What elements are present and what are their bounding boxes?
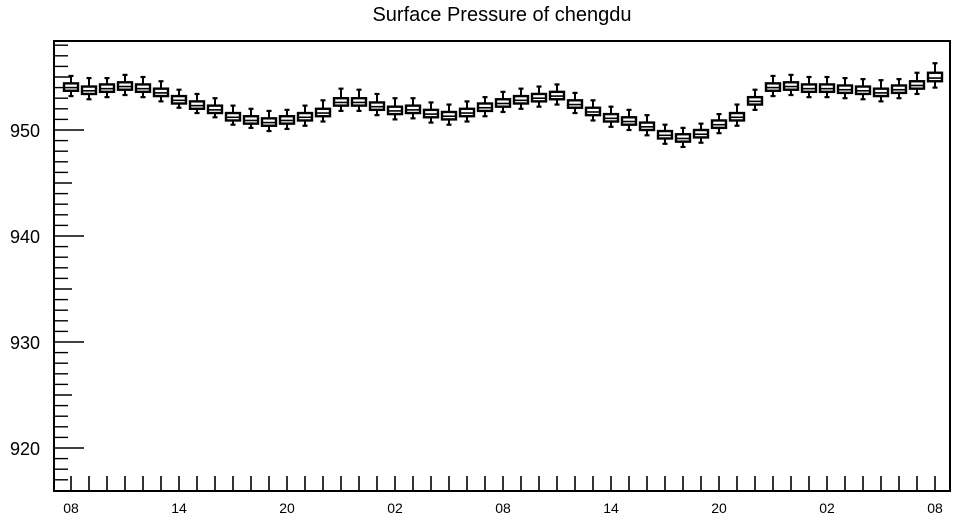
box-plot	[260, 109, 278, 133]
y-tick-label: 950	[10, 121, 40, 141]
box-plot	[314, 99, 332, 123]
box-plot	[494, 90, 512, 114]
x-axis: 08 14 20 02 08 14 20 02 08	[63, 476, 943, 516]
box-plot	[818, 75, 836, 99]
box-plot	[458, 100, 476, 123]
box-plot	[98, 76, 116, 99]
box-plot	[782, 73, 800, 97]
box-plot	[674, 126, 692, 149]
x-tick-label: 08	[927, 500, 943, 516]
box-series	[62, 62, 944, 149]
box-plot	[188, 92, 206, 115]
chart-title: Surface Pressure of chengdu	[372, 4, 632, 26]
box-plot	[278, 108, 296, 131]
y-axis: 920 930 940 950	[10, 44, 84, 481]
box-plot	[152, 80, 170, 103]
box-plot	[296, 104, 314, 127]
box-plot	[692, 122, 710, 144]
box-plot	[620, 108, 638, 132]
y-tick-label: 940	[10, 227, 40, 247]
box-plot	[728, 103, 746, 127]
box-plot	[134, 75, 152, 99]
box-plot	[80, 76, 98, 101]
box-plot	[584, 99, 602, 122]
box-plot	[404, 97, 422, 120]
box-plot	[224, 104, 242, 126]
box-plot	[548, 83, 566, 106]
y-tick-label: 920	[10, 439, 40, 459]
x-tick-label: 08	[495, 500, 511, 516]
box-plot	[854, 78, 872, 101]
box-plot	[62, 74, 80, 98]
box-plot	[116, 73, 134, 97]
box-plot	[710, 112, 728, 135]
box-plot	[602, 105, 620, 128]
plot-frame	[53, 40, 951, 492]
box-plot	[386, 97, 404, 121]
x-tick-label: 14	[171, 500, 187, 516]
x-tick-label: 20	[279, 500, 295, 516]
box-plot	[422, 101, 440, 124]
x-tick-label: 14	[603, 500, 619, 516]
box-plot	[566, 91, 584, 115]
box-plot	[764, 74, 782, 98]
box-plot	[926, 62, 944, 89]
x-tick-label: 02	[819, 500, 835, 516]
box-plot	[746, 88, 764, 111]
box-plot	[170, 88, 188, 109]
box-plot	[638, 114, 656, 137]
x-tick-label: 08	[63, 500, 79, 516]
box-plot	[368, 92, 386, 117]
y-tick-label: 930	[10, 333, 40, 353]
box-plot	[332, 87, 350, 113]
box-plot	[890, 78, 908, 100]
box-plot	[836, 76, 854, 100]
x-tick-label: 20	[711, 500, 727, 516]
box-plot	[908, 71, 926, 96]
box-plot	[872, 79, 890, 103]
box-plot	[242, 107, 260, 129]
box-plot	[530, 85, 548, 108]
box	[926, 71, 944, 83]
box-plot	[656, 123, 674, 145]
box-plot	[476, 96, 494, 118]
box-plot	[206, 97, 224, 119]
x-tick-label: 02	[387, 500, 403, 516]
box-plot	[800, 75, 818, 99]
box-plot	[350, 88, 368, 113]
box-plot	[512, 87, 530, 110]
box-plot	[440, 103, 458, 126]
